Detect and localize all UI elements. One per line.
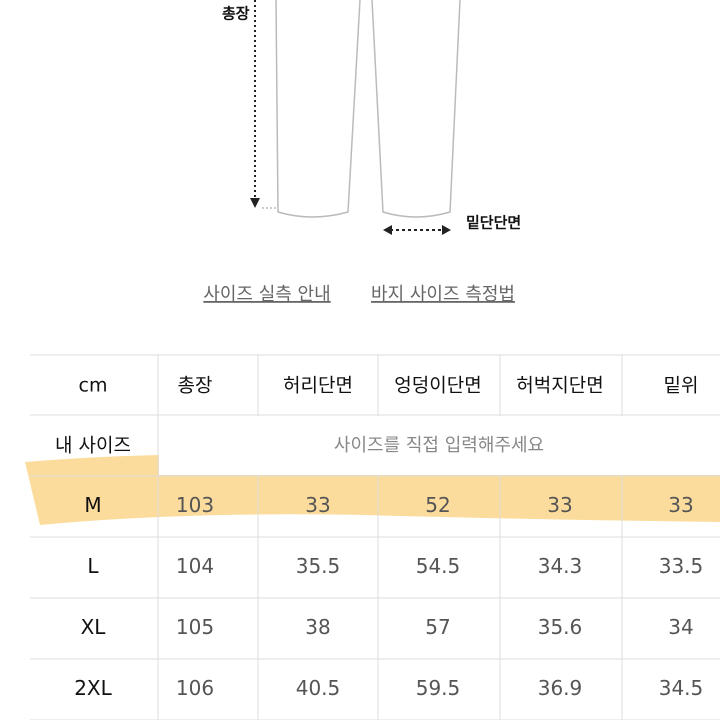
value-cell: 33 (305, 493, 330, 517)
value-cell: 33 (668, 493, 693, 517)
size-label: L (87, 554, 99, 578)
value-cell: 106 (176, 676, 214, 700)
value-cell: 33.5 (659, 554, 704, 578)
value-cell: 40.5 (296, 676, 341, 700)
value-cell: 38 (305, 615, 330, 639)
link[interactable]: 사이즈 실측 안내 (203, 284, 330, 305)
value-cell: 34.5 (659, 676, 704, 700)
header-cell: cm (79, 375, 108, 397)
link[interactable]: 바지 사이즈 측정법 (371, 284, 515, 305)
value-cell: 35.5 (296, 554, 341, 578)
header-cell: 허벅지단면 (516, 375, 603, 397)
left-leg (275, 0, 361, 218)
input-placeholder[interactable]: 사이즈를 직접 입력해주세요 (334, 435, 544, 456)
right-leg (371, 0, 461, 218)
header-cell: 엉덩이단면 (394, 375, 481, 397)
pants-diagram (275, 0, 461, 218)
diagram-label: 총장 (222, 5, 250, 23)
value-cell: 34 (668, 615, 693, 639)
arrow-head (250, 198, 260, 208)
value-cell: 34.3 (538, 554, 583, 578)
size-label: 2XL (74, 676, 112, 700)
value-cell: 52 (425, 493, 450, 517)
row-label: 내 사이즈 (55, 435, 131, 457)
value-cell: 36.9 (538, 676, 583, 700)
value-cell: 54.5 (416, 554, 461, 578)
value-cell: 104 (176, 554, 214, 578)
value-cell: 105 (176, 615, 214, 639)
value-cell: 59.5 (416, 676, 461, 700)
diagram-label: 밑단단면 (466, 214, 521, 232)
cell-bg (159, 416, 720, 475)
size-label: XL (81, 615, 107, 639)
size-table: cm 총장 허리단면 엉덩이단면 허벅지단면 밑위내 사이즈 사이즈를 직접 입력해주세요 M… (30, 354, 720, 720)
header-cell: 총장 (178, 375, 213, 397)
header-cell: 허리단면 (283, 375, 353, 397)
size-label: M (84, 493, 101, 517)
value-cell: 103 (176, 493, 214, 517)
value-cell: 33 (547, 493, 572, 517)
value-cell: 57 (425, 615, 450, 639)
value-cell: 35.6 (538, 615, 583, 639)
header-cell: 밑위 (664, 375, 699, 397)
